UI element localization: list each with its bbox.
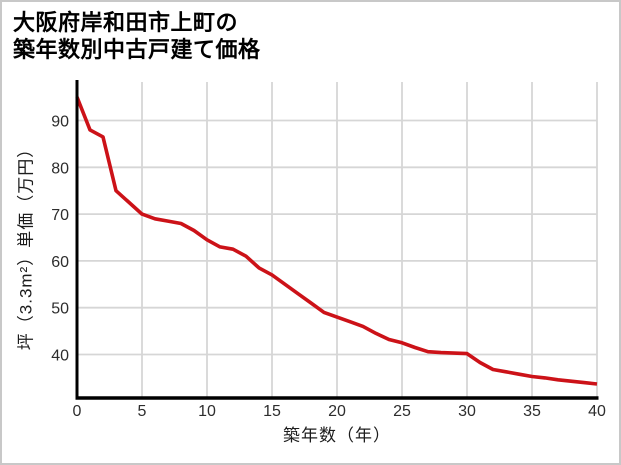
y-tick-label: 90 [51,114,69,131]
y-tick-label: 40 [51,348,69,365]
x-tick-label: 20 [328,403,346,420]
x-tick-label: 0 [73,403,82,420]
chart-title: 大阪府岸和田市上町の 築年数別中古戸建て価格 [13,9,261,63]
y-tick-label: 60 [51,254,69,271]
chart-title-line1: 大阪府岸和田市上町の [13,10,239,35]
x-tick-label: 15 [263,403,281,420]
chart-title-line2: 築年数別中古戸建て価格 [13,37,261,62]
price-line [75,96,598,386]
y-tick-label: 50 [51,301,69,318]
x-tick-label: 35 [523,403,541,420]
x-tick-label: 40 [588,403,606,420]
x-tick-label: 25 [393,403,411,420]
x-axis-label: 築年数（年） [283,426,391,445]
x-tick-label: 10 [198,403,216,420]
x-tick-label: 30 [458,403,476,420]
y-tick-label: 70 [51,207,69,224]
y-tick-label: 80 [51,160,69,177]
x-tick-label: 5 [138,403,147,420]
